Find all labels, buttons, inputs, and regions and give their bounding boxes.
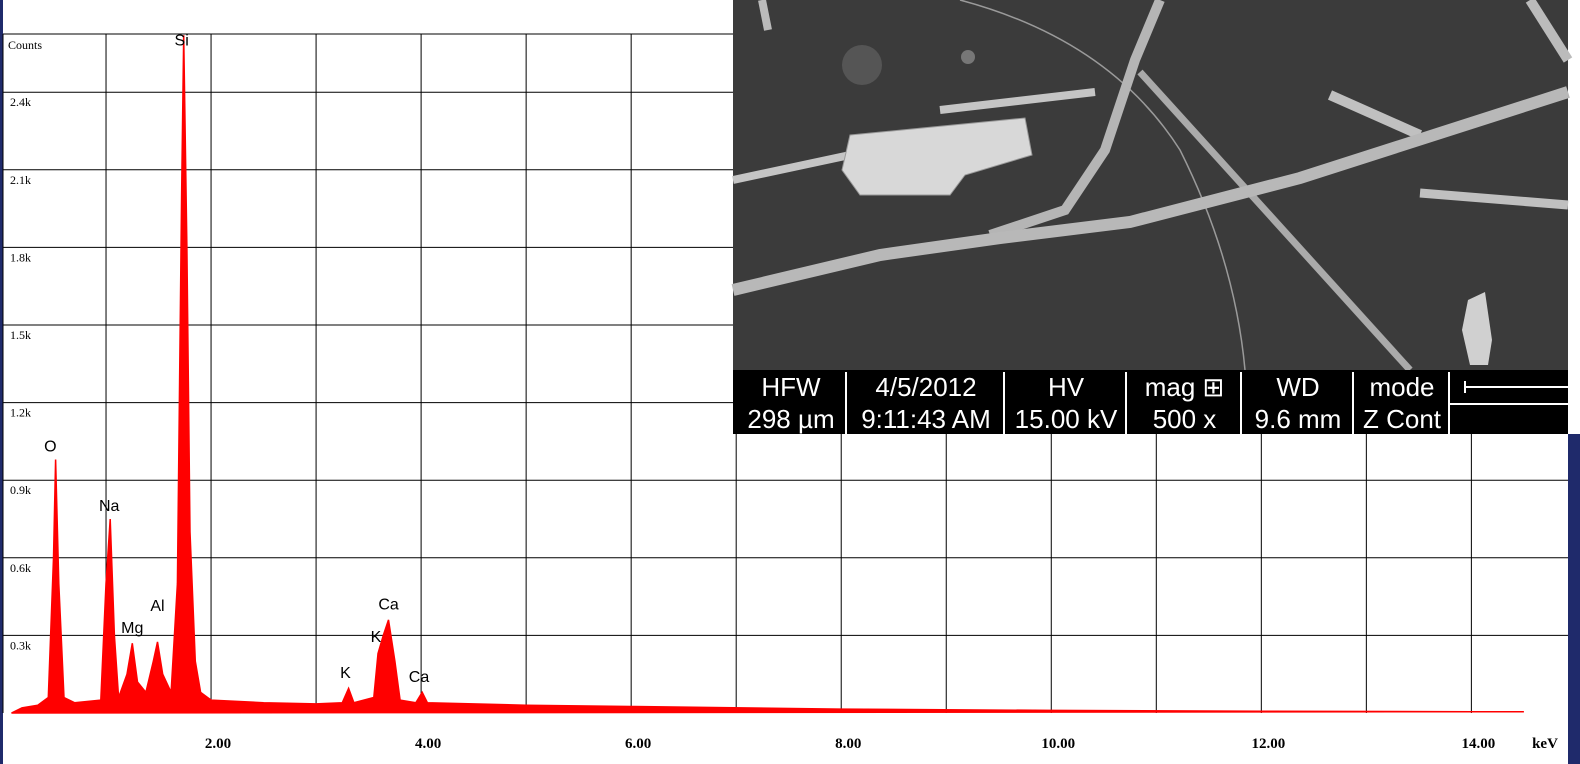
info-value: 298 µm: [747, 404, 834, 434]
y-tick-label: 2.4k: [10, 95, 31, 109]
peak-label: Mg: [121, 620, 143, 637]
info-label: HV: [1048, 372, 1085, 402]
fiber: [1137, 69, 1413, 373]
particle: [842, 45, 882, 85]
debris: [841, 117, 1033, 196]
y-tick-label: 0.3k: [10, 638, 31, 652]
fiber: [1419, 188, 1569, 210]
left-border: [0, 0, 3, 764]
particle: [961, 50, 975, 64]
fiber: [1327, 90, 1423, 140]
fiber: [732, 151, 851, 184]
info-value: 500 x: [1153, 404, 1217, 434]
y-tick-label: 1.2k: [10, 406, 31, 420]
info-value: 9:11:43 AM: [861, 404, 991, 434]
peak-label: K: [340, 665, 351, 682]
fiber: [731, 86, 1570, 296]
x-tick-label: 6.00: [625, 736, 651, 752]
peak-label: K: [371, 629, 382, 646]
x-tick-label: 2.00: [205, 736, 231, 752]
x-tick-label: 4.00: [415, 736, 441, 752]
info-value: 9.6 mm: [1255, 404, 1342, 434]
info-label: WD: [1276, 372, 1319, 402]
fiber: [1525, 0, 1573, 63]
y-tick-label: 0.6k: [10, 561, 31, 575]
x-tick-label: 12.00: [1251, 736, 1285, 752]
fiber: [988, 0, 1165, 240]
x-axis-label: keV: [1532, 736, 1558, 752]
right-border: [1568, 434, 1580, 764]
peak-label: Ca: [378, 597, 399, 614]
info-label: 4/5/2012: [875, 372, 976, 402]
info-value: 15.00 kV: [1015, 404, 1118, 434]
y-tick-label: 1.8k: [10, 250, 31, 264]
peak-label: Si: [175, 33, 189, 50]
info-label: mode: [1369, 372, 1434, 402]
fiber: [939, 88, 1096, 114]
thin-fiber: [959, 0, 1246, 371]
y-axis-label: Counts: [8, 38, 42, 52]
spectrum: [11, 35, 1524, 714]
x-tick-label: 14.00: [1462, 736, 1496, 752]
peak-label: Al: [150, 598, 164, 615]
fiber: [758, 0, 772, 31]
x-tick-label: 8.00: [835, 736, 861, 752]
y-tick-label: 0.9k: [10, 483, 31, 497]
x-tick-label: 10.00: [1041, 736, 1075, 752]
info-bar: [733, 370, 1568, 434]
peak-label: O: [44, 439, 56, 456]
y-tick-label: 2.1k: [10, 173, 31, 187]
y-tick-label: 1.5k: [10, 328, 31, 342]
peak-label: Na: [99, 498, 120, 515]
info-label: HFW: [761, 372, 821, 402]
info-value: Z Cont: [1363, 404, 1442, 434]
peak-label: Ca: [409, 669, 430, 686]
debris: [1462, 292, 1492, 365]
info-label: mag ⊞: [1145, 372, 1225, 402]
